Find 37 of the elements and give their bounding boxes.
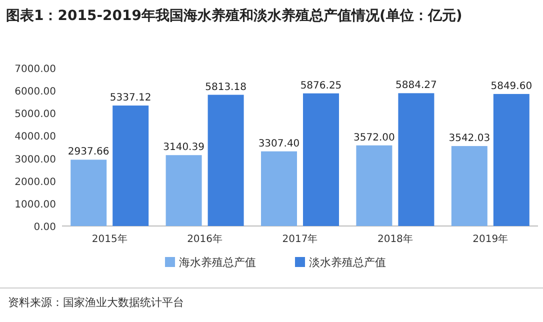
bar — [208, 94, 244, 226]
bar — [398, 93, 434, 226]
data-label: 3140.39 — [163, 142, 204, 154]
x-tick-label: 2017年 — [282, 233, 318, 245]
y-tick-label: 3000.00 — [14, 154, 56, 166]
data-label: 3542.03 — [448, 133, 490, 144]
data-label: 5884.27 — [396, 80, 437, 92]
y-tick-label: 6000.00 — [14, 86, 56, 98]
legend-label: 海水养殖总产值 — [179, 256, 256, 269]
bar — [303, 93, 339, 226]
data-label: 5876.25 — [300, 80, 342, 92]
data-label: 5849.60 — [490, 80, 532, 92]
chart-title: 图表1：2015-2019年我国海水养殖和淡水养殖总产值情况(单位：亿元) — [6, 7, 462, 24]
bar — [493, 94, 530, 226]
text: 资料来源：国家渔业大数据统计平台 — [8, 296, 184, 309]
x-tick-label: 2015年 — [92, 233, 128, 245]
data-label: 5813.18 — [205, 82, 246, 93]
x-tick-label: 2016年 — [187, 233, 223, 245]
data-label: 5337.12 — [110, 92, 152, 104]
y-tick-label: 1000.00 — [14, 199, 56, 210]
bar — [112, 106, 149, 226]
data-label: 3307.40 — [258, 138, 300, 150]
y-tick-label: 2000.00 — [14, 176, 56, 188]
bar — [261, 151, 297, 226]
x-tick-label: 2019年 — [472, 233, 508, 245]
y-tick-label: 0.00 — [34, 222, 56, 233]
y-tick-label: 7000.00 — [14, 64, 56, 75]
legend-label: 淡水养殖总产值 — [309, 256, 386, 269]
bar — [451, 146, 488, 226]
data-label: 3572.00 — [354, 132, 395, 144]
x-tick-label: 2018年 — [377, 233, 413, 245]
y-tick-label: 5000.00 — [14, 109, 56, 120]
data-label: 2937.66 — [68, 146, 110, 158]
bar — [70, 160, 107, 226]
y-tick-label: 4000.00 — [14, 132, 56, 143]
bar — [166, 155, 202, 226]
bar — [356, 145, 392, 226]
